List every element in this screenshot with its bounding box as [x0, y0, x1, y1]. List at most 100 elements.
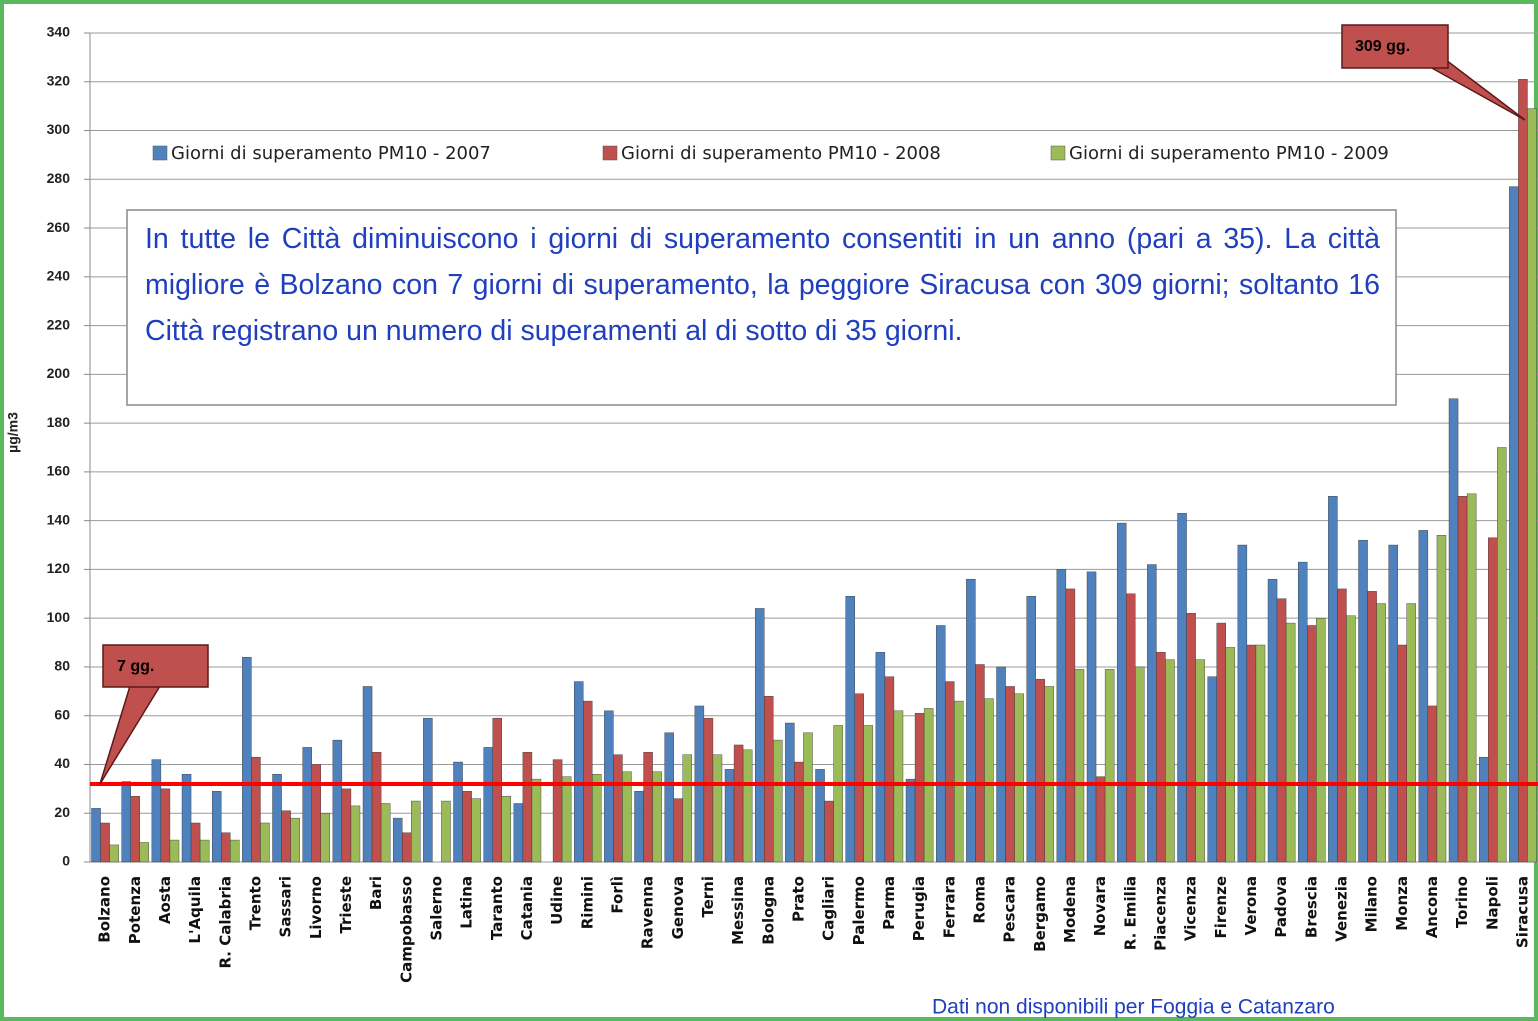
annotation-box: [126, 209, 1397, 406]
bar: [1014, 693, 1024, 863]
bar: [1177, 513, 1187, 863]
bar: [1448, 398, 1459, 863]
y-tick-label: 260: [47, 219, 71, 235]
x-tick-label: Sassari: [277, 876, 295, 937]
bar: [522, 752, 533, 863]
bar: [362, 686, 373, 863]
bar: [1237, 544, 1248, 863]
x-tick-label: Palermo: [850, 876, 868, 945]
x-tick-label: Novara: [1091, 876, 1109, 936]
y-tick-label: 0: [62, 853, 70, 869]
bar: [221, 832, 231, 863]
bar: [242, 656, 252, 863]
y-tick-label: 40: [54, 755, 70, 771]
x-tick-label: Roma: [970, 876, 988, 924]
bar: [854, 693, 864, 863]
bar: [1527, 108, 1537, 863]
bar: [754, 608, 765, 863]
x-tick-label: Modena: [1061, 876, 1079, 943]
bar: [1478, 756, 1489, 863]
annotation: In tutte le Città diminuiscono i giorni …: [145, 223, 1380, 347]
bar: [1436, 535, 1447, 863]
bar: [592, 774, 602, 863]
y-tick-label: 100: [47, 609, 71, 625]
x-tick-label: Aosta: [156, 876, 174, 924]
bar: [1297, 561, 1308, 863]
y-tick-label: 340: [47, 24, 71, 40]
x-tick-label: Bologna: [759, 876, 777, 945]
x-tick-label: Perugia: [910, 876, 928, 941]
bar: [230, 839, 240, 863]
bar: [1457, 496, 1468, 863]
bar: [652, 771, 662, 863]
bar: [613, 754, 623, 863]
bar: [1406, 603, 1417, 863]
bar: [371, 752, 382, 863]
callout-box: [1341, 24, 1449, 69]
bar: [583, 700, 593, 863]
bar: [905, 778, 916, 863]
bar: [996, 666, 1006, 863]
bar: [151, 759, 162, 863]
y-tick-label: 160: [47, 463, 71, 479]
bar: [1035, 678, 1045, 863]
bar: [1116, 522, 1127, 863]
callout-label: 309 gg.: [1355, 38, 1410, 55]
x-tick-label: Parma: [880, 876, 898, 930]
bar: [945, 681, 955, 863]
x-tick-label: Catania: [518, 876, 536, 940]
legend-label: Giorni di superamento PM10 - 2008: [621, 143, 941, 164]
bar: [1104, 669, 1115, 863]
footnote: Dati non disponibili per Foggia e Catanz…: [932, 996, 1335, 1019]
bar: [501, 795, 512, 863]
x-tick-label: Siracusa: [1513, 876, 1531, 948]
x-tick-label: Bolzano: [96, 876, 114, 943]
bar: [733, 744, 744, 863]
bar: [604, 710, 614, 863]
x-tick-label: Prato: [789, 876, 807, 922]
bar: [803, 732, 813, 863]
bar: [1337, 588, 1347, 863]
bar: [332, 739, 343, 863]
x-tick-label: Udine: [548, 876, 566, 925]
bar: [845, 596, 855, 863]
bar: [139, 842, 150, 863]
bar: [402, 832, 412, 863]
bar: [1328, 496, 1338, 863]
bar: [181, 774, 192, 863]
x-tick-label: Messina: [729, 876, 747, 945]
bar: [893, 710, 904, 863]
x-tick-label: Venezia: [1332, 876, 1350, 942]
x-tick-label: Potenza: [126, 876, 144, 944]
bar: [1518, 79, 1528, 863]
bar: [552, 759, 563, 863]
x-tick-label: Napoli: [1483, 876, 1501, 930]
bar: [392, 817, 403, 863]
bar: [785, 722, 795, 863]
bar: [160, 788, 171, 863]
x-tick-label: Milano: [1363, 876, 1381, 932]
x-tick-label: Piacenza: [1151, 876, 1169, 951]
x-tick-label: Monza: [1393, 876, 1411, 931]
y-tick-label: 300: [47, 121, 71, 137]
x-tick-label: Salerno: [427, 876, 445, 941]
bar: [1255, 644, 1266, 863]
bar: [1307, 625, 1317, 863]
bar: [272, 774, 282, 863]
bar: [1276, 598, 1287, 863]
bar: [764, 696, 774, 863]
bar: [1074, 669, 1085, 863]
bar: [703, 717, 714, 863]
bar: [251, 756, 261, 863]
y-tick-label: 240: [47, 268, 71, 284]
bar: [311, 764, 321, 863]
y-tick-label: 220: [47, 316, 71, 332]
y-tick-label: 60: [54, 706, 70, 722]
bar: [492, 717, 502, 863]
x-tick-label: Ancona: [1423, 876, 1441, 938]
bar: [1397, 644, 1407, 863]
y-tick-label: 20: [54, 804, 70, 820]
bar: [1126, 593, 1136, 863]
x-tick-label: Terni: [699, 876, 717, 918]
bar: [1267, 578, 1278, 863]
